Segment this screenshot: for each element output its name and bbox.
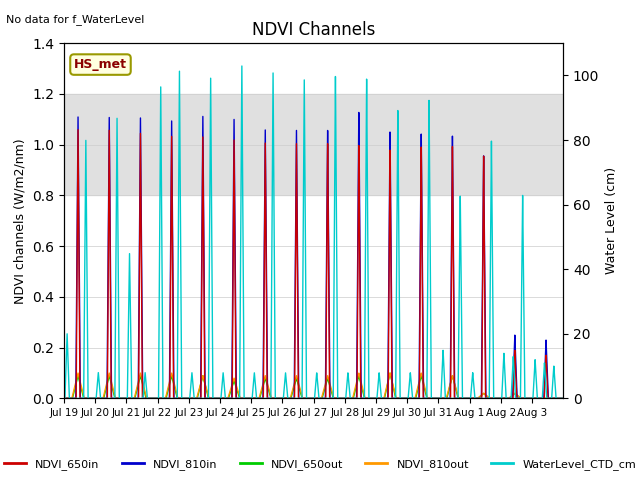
Legend: NDVI_650in, NDVI_810in, NDVI_650out, NDVI_810out, WaterLevel_CTD_cm: NDVI_650in, NDVI_810in, NDVI_650out, NDV… bbox=[0, 455, 640, 474]
Y-axis label: Water Level (cm): Water Level (cm) bbox=[605, 167, 618, 275]
Y-axis label: NDVI channels (W/m2/nm): NDVI channels (W/m2/nm) bbox=[13, 138, 27, 304]
Title: NDVI Channels: NDVI Channels bbox=[252, 21, 375, 39]
Text: HS_met: HS_met bbox=[74, 58, 127, 71]
Bar bbox=[64, 94, 563, 195]
Text: No data for f_WaterLevel: No data for f_WaterLevel bbox=[6, 14, 145, 25]
